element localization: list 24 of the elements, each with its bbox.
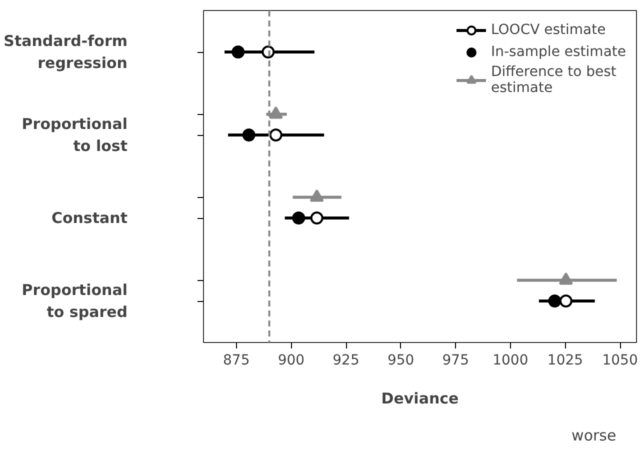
text: worse <box>572 426 616 444</box>
y-tick-label: Constant <box>51 209 128 227</box>
point <box>559 294 572 308</box>
point <box>269 128 282 142</box>
x-tick-label: 975 <box>442 352 469 368</box>
x-tick-label: 900 <box>278 352 305 368</box>
point <box>292 212 306 224</box>
x-tick-label: 925 <box>332 352 360 368</box>
point <box>242 128 256 142</box>
y-tick-label: Standard-form regression <box>4 32 128 72</box>
x-tick-label: 950 <box>387 352 414 368</box>
x-tick-label: 1000 <box>492 352 528 368</box>
x-tick-label: 1025 <box>547 352 584 368</box>
legend-label: In-sample estimate <box>490 44 626 60</box>
legend-label: Difference to best estimate <box>490 64 616 96</box>
x-tick-label: 875 <box>223 352 250 368</box>
x-tick-label: 1050 <box>602 352 638 368</box>
point <box>232 46 245 58</box>
point <box>310 212 324 224</box>
y-tick-label: Proportional to lost <box>22 115 128 155</box>
x-axis-title: Deviance <box>381 390 459 408</box>
point <box>548 294 562 308</box>
legend-label: LOOCV estimate <box>490 22 606 38</box>
y-tick-label: Proportional to spared <box>22 281 128 321</box>
